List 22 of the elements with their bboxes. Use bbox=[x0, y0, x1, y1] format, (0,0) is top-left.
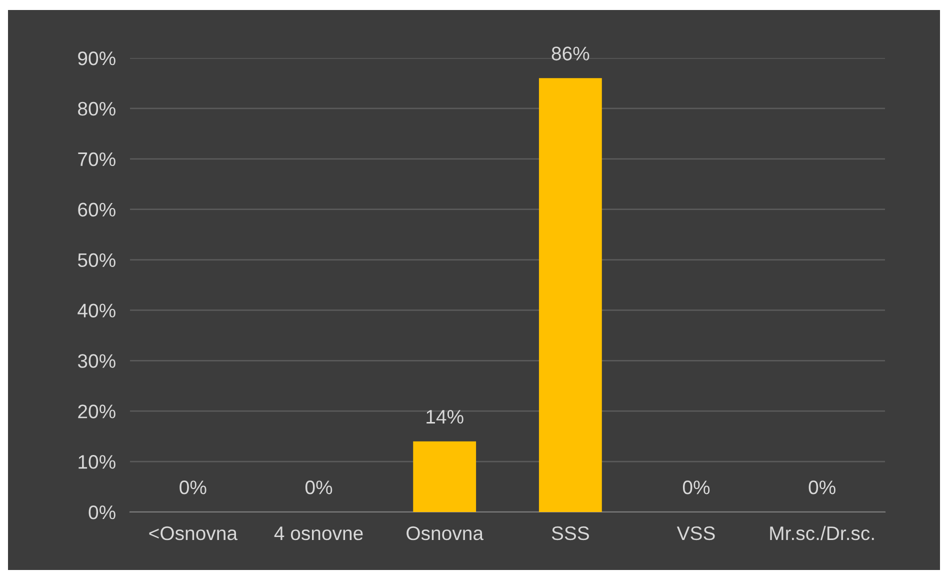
data-label: 0% bbox=[305, 480, 332, 494]
data-label: 0% bbox=[682, 480, 710, 494]
x-tick-label: Osnovna bbox=[406, 526, 484, 540]
y-tick-label: 90% bbox=[78, 51, 116, 66]
x-tick-label: Mr.sc./Dr.sc. bbox=[770, 526, 874, 540]
y-tick-label: 20% bbox=[78, 404, 116, 418]
y-tick-label: 60% bbox=[78, 202, 116, 217]
x-tick-label: 4 osnovne bbox=[274, 526, 363, 540]
y-tick-label: 0% bbox=[88, 505, 116, 520]
data-label: 86% bbox=[552, 46, 590, 60]
x-tick-label: <Osnovna bbox=[149, 526, 238, 540]
y-tick-label: 70% bbox=[78, 152, 116, 166]
data-label: 0% bbox=[180, 480, 206, 494]
y-tick-label: 80% bbox=[78, 102, 116, 116]
y-tick-label: 30% bbox=[78, 354, 116, 368]
data-label: 14% bbox=[426, 410, 464, 424]
data-label: 0% bbox=[808, 480, 836, 494]
x-tick-label: VSS bbox=[676, 526, 715, 540]
y-tick-label: 10% bbox=[78, 455, 116, 469]
x-tick-label: SSS bbox=[552, 526, 589, 540]
y-tick-label: 40% bbox=[78, 304, 116, 318]
y-tick-label: 50% bbox=[78, 253, 116, 268]
